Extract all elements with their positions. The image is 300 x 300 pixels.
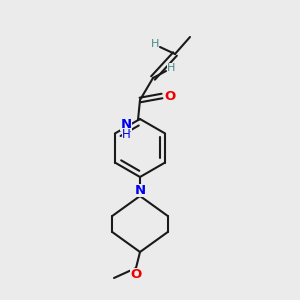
Text: H: H <box>151 39 159 49</box>
Text: N: N <box>120 118 132 130</box>
Text: O: O <box>164 89 175 103</box>
Text: H: H <box>167 63 175 73</box>
Text: N: N <box>134 184 146 196</box>
Text: O: O <box>130 268 142 281</box>
Text: H: H <box>122 128 130 140</box>
